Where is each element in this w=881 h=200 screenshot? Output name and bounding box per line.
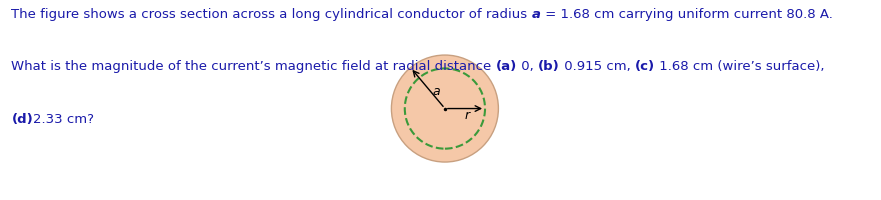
Text: (a): (a)	[496, 60, 517, 73]
Circle shape	[391, 56, 499, 162]
Text: (b): (b)	[538, 60, 560, 73]
Text: (d): (d)	[11, 112, 33, 125]
Text: The figure shows a cross section across a long cylindrical conductor of radius: The figure shows a cross section across …	[11, 8, 532, 21]
Text: What is the magnitude of the current’s magnetic field at radial distance: What is the magnitude of the current’s m…	[11, 60, 496, 73]
Text: (c): (c)	[635, 60, 655, 73]
Text: 1.68 cm (wire’s surface),: 1.68 cm (wire’s surface),	[655, 60, 825, 73]
Text: a: a	[432, 84, 440, 97]
Text: a: a	[532, 8, 541, 21]
Text: = 1.68 cm carrying uniform current 80.8 A.: = 1.68 cm carrying uniform current 80.8 …	[541, 8, 833, 21]
Text: 0,: 0,	[517, 60, 538, 73]
Text: r: r	[464, 109, 470, 122]
Text: 0.915 cm,: 0.915 cm,	[560, 60, 635, 73]
Text: 2.33 cm?: 2.33 cm?	[33, 112, 94, 125]
